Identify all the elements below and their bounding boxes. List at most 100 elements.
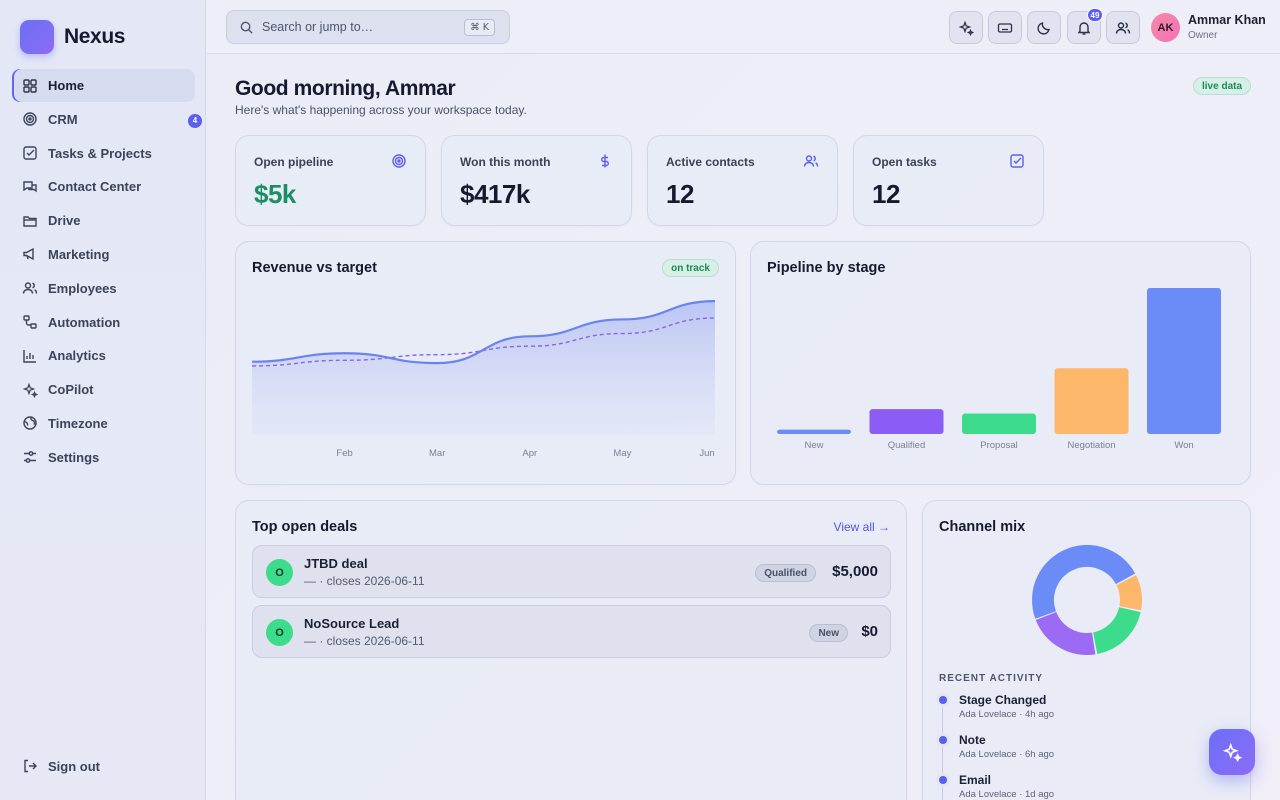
activity-title[interactable]: Email (959, 773, 992, 787)
activity-meta: Ada Lovelace · 4h ago (959, 709, 1055, 720)
revenue-chart: Feb Mar Apr May Jun (251, 299, 716, 459)
copilot-button[interactable] (949, 11, 983, 44)
stat-label: Active contacts (666, 155, 755, 169)
revenue-area (252, 301, 715, 435)
brand[interactable]: Nexus (20, 20, 125, 54)
sidebar-item-employees[interactable]: Employees (12, 272, 195, 305)
target-icon (23, 112, 37, 126)
sidebar-item-crm[interactable]: CRM 4 (12, 103, 202, 136)
target-line (251, 317, 716, 367)
sparkles-icon (958, 20, 974, 36)
moon-icon (1037, 21, 1050, 35)
users-icon (1115, 21, 1131, 34)
sidebar-item-contact-center[interactable]: Contact Center (12, 170, 195, 203)
deal-amount: $0 (861, 623, 878, 640)
sliders-icon (24, 451, 36, 464)
donut-slice (1032, 545, 1142, 655)
chat-icon (23, 181, 37, 193)
dollar-icon (601, 154, 609, 168)
sidebar-item-label: Employees (48, 280, 117, 296)
deal-name: JTBD deal (304, 556, 368, 571)
bar-label: Won (1174, 440, 1193, 451)
stat-card-active-contacts[interactable]: Active contacts 12 (647, 135, 838, 226)
deal-amount: $5,000 (832, 563, 878, 580)
stat-label: Open tasks (872, 155, 937, 169)
stat-card-open-tasks[interactable]: Open tasks 12 (853, 135, 1044, 226)
copilot-fab-button[interactable] (1209, 729, 1255, 775)
x-tick-label: Jun (699, 448, 714, 459)
deal-avatar: O (266, 559, 293, 586)
theme-toggle-button[interactable] (1027, 11, 1061, 44)
sidebar-item-label: Timezone (48, 415, 108, 431)
users-icon (803, 155, 819, 167)
bar-won (1147, 288, 1221, 434)
bar-chart-icon (23, 349, 36, 363)
live-data-badge: live data (1193, 77, 1252, 95)
revenue-line (251, 299, 716, 365)
topbar: Search or jump to… ⌘ K 49 AK Ammar Khan … (207, 0, 1280, 54)
sidebar-item-drive[interactable]: Drive (12, 204, 195, 237)
sidebar-item-marketing[interactable]: Marketing (12, 238, 195, 271)
sidebar-item-automation[interactable]: Automation (12, 306, 195, 339)
sparkles-icon (22, 382, 38, 398)
activity-title[interactable]: Stage Changed (959, 693, 1047, 707)
crm-count-badge: 4 (188, 113, 202, 128)
pipeline-chart-title: Pipeline by stage (767, 260, 886, 276)
user-role: Owner (1188, 30, 1218, 41)
notifications-button[interactable]: 49 (1067, 8, 1103, 44)
x-tick-label: May (613, 448, 631, 459)
sidebar-item-label: Drive (48, 213, 81, 229)
sidebar-item-home[interactable]: Home (12, 69, 195, 102)
search-placeholder: Search or jump to… (262, 20, 374, 34)
log-out-icon (24, 759, 37, 773)
sidebar-item-copilot[interactable]: CoPilot (12, 373, 195, 406)
timeline-line (942, 697, 943, 800)
deal-close-date: — · closes 2026-06-11 (304, 634, 425, 648)
sidebar-item-label: Marketing (48, 246, 110, 262)
sidebar-item-tasks[interactable]: Tasks & Projects (12, 137, 195, 170)
activity-title[interactable]: Note (959, 733, 986, 747)
team-button[interactable] (1106, 11, 1140, 44)
checkbox-icon (1010, 154, 1024, 168)
grid-icon (23, 78, 37, 93)
view-all-link[interactable]: View all → (833, 520, 890, 534)
search-input[interactable]: Search or jump to… ⌘ K (226, 10, 510, 44)
sidebar-item-label: Home (48, 78, 85, 93)
folder-icon (23, 215, 37, 227)
top-deals-card: Top open deals View all → O JTBD deal — … (235, 500, 907, 800)
timeline-dot (939, 776, 947, 784)
sidebar-item-timezone[interactable]: Timezone (12, 407, 195, 440)
stat-card-open-pipeline[interactable]: Open pipeline $5k (235, 135, 426, 226)
workflow-icon (23, 315, 37, 329)
bell-icon (1077, 21, 1091, 35)
deal-row[interactable]: O JTBD deal — · closes 2026-06-11 Qualif… (252, 545, 891, 598)
bar-label: Qualified (888, 440, 926, 451)
brand-logo (20, 20, 54, 54)
channel-mix-title: Channel mix (939, 519, 1026, 535)
stat-value: $417k (460, 179, 530, 209)
deal-row[interactable]: O NoSource Lead — · closes 2026-06-11 Ne… (252, 605, 891, 658)
top-deals-title: Top open deals (252, 519, 358, 535)
notification-count-badge: 49 (1087, 8, 1103, 22)
sidebar-item-label: Analytics (48, 348, 106, 364)
sign-out-button[interactable]: Sign out (22, 758, 100, 774)
stat-card-won-this-month[interactable]: Won this month $417k (441, 135, 632, 226)
keyboard-shortcuts-button[interactable] (988, 11, 1022, 44)
timeline-dot (939, 736, 947, 744)
channel-mix-card: Channel mix RECENT ACTIVITY Stage Change… (922, 500, 1251, 800)
search-icon (240, 21, 253, 34)
keyboard-icon (997, 22, 1013, 33)
user-name[interactable]: Ammar Khan (1188, 13, 1266, 27)
x-tick-label: Apr (522, 448, 537, 459)
sidebar-item-analytics[interactable]: Analytics (12, 339, 195, 372)
user-avatar[interactable]: AK (1151, 13, 1180, 42)
sidebar-item-settings[interactable]: Settings (12, 441, 195, 474)
sidebar: Nexus Home CRM 4 Tasks & Projects Contac… (0, 0, 206, 800)
sidebar-item-label: CoPilot (48, 382, 94, 398)
bar-negotiation (1054, 368, 1129, 434)
deal-stage-badge: Qualified (755, 564, 816, 582)
checkbox-icon (23, 146, 37, 160)
page-title: Good morning, Ammar (235, 77, 456, 100)
sidebar-item-label: Tasks & Projects (48, 145, 152, 161)
recent-activity-title: RECENT ACTIVITY (939, 673, 1044, 684)
